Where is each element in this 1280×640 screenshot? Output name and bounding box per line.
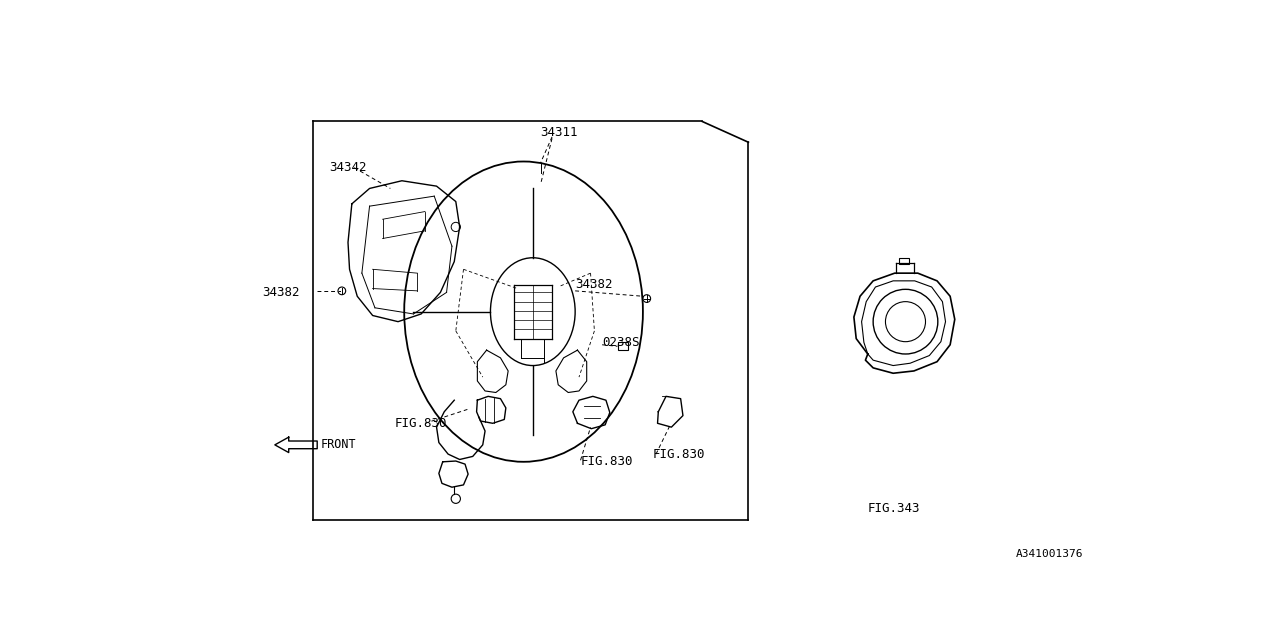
Text: 0238S: 0238S <box>602 336 640 349</box>
Text: A341001376: A341001376 <box>1016 549 1083 559</box>
Bar <box>617 342 628 350</box>
Text: FRONT: FRONT <box>321 438 357 451</box>
Text: 34311: 34311 <box>540 125 579 139</box>
Bar <box>900 258 909 264</box>
Text: FIG.343: FIG.343 <box>868 502 920 515</box>
Text: FIG.830: FIG.830 <box>394 417 447 430</box>
Text: 34342: 34342 <box>329 161 366 174</box>
Text: FIG.830: FIG.830 <box>581 455 634 468</box>
Text: FIG.830: FIG.830 <box>652 447 705 461</box>
Text: 34382: 34382 <box>262 286 300 299</box>
Text: 34382: 34382 <box>575 278 613 291</box>
